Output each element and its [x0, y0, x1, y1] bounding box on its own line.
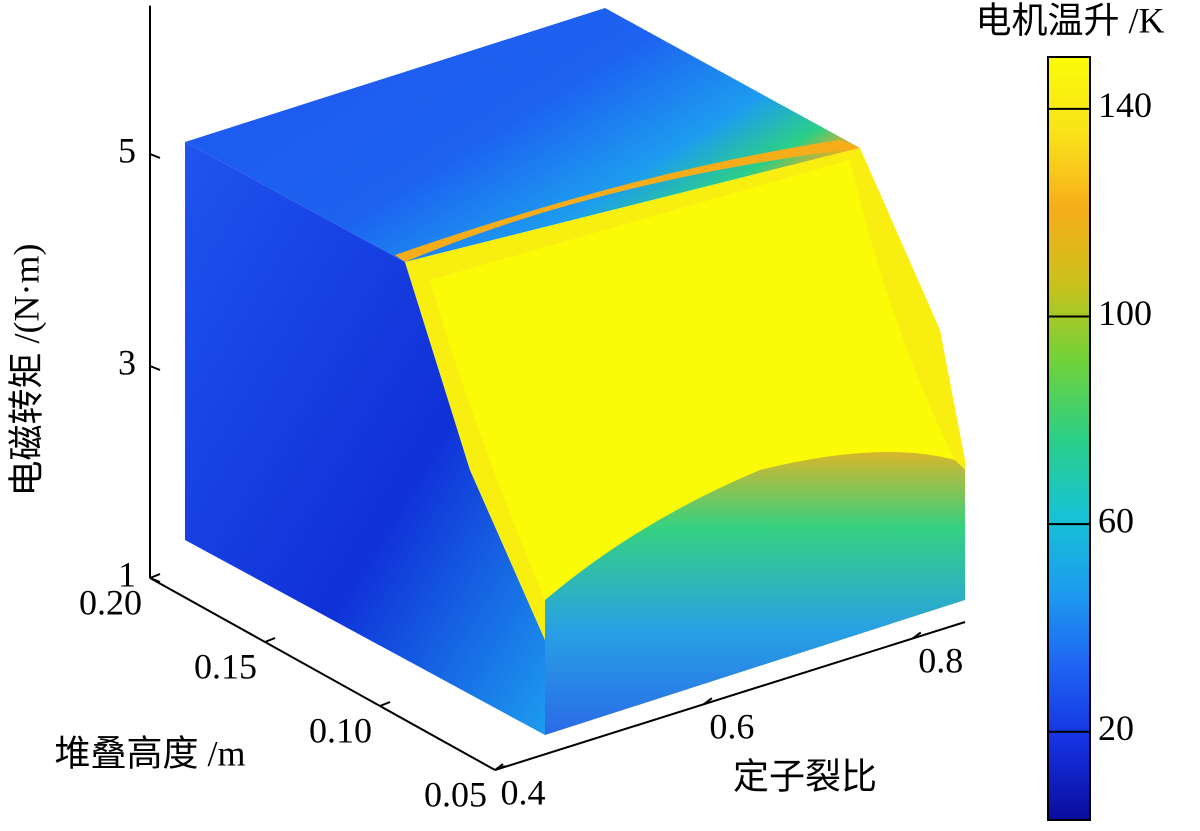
volume — [185, 8, 965, 735]
colorbar-tick-label: 140 — [1098, 85, 1152, 125]
axes: 0.4 0.6 0.8 0.05 0.10 0.15 0.201 3 5 — [79, 5, 966, 814]
y-tick — [149, 573, 161, 579]
left-face — [185, 142, 545, 735]
y-tick — [494, 765, 506, 771]
z-axis-label: 电磁转矩 /(N·m) — [6, 244, 46, 497]
y-tick-label: 0.20 — [79, 582, 142, 622]
x-tick-label: 0.8 — [918, 641, 963, 681]
x-axis-label: 定子裂比 — [733, 756, 877, 796]
y-tick-label: 0.10 — [309, 710, 372, 750]
z-tick — [149, 365, 161, 371]
x-tick-label: 0.6 — [709, 706, 754, 746]
x-tick-label: 0.4 — [501, 772, 546, 812]
colorbar — [1047, 56, 1091, 821]
colorbar-tick-label: 20 — [1098, 708, 1134, 748]
right-face-core — [430, 160, 955, 600]
y-tick — [264, 637, 276, 643]
colorbar-tick-label: 60 — [1098, 500, 1134, 540]
right-face-rim — [545, 438, 965, 735]
y-axis-label: 堆叠高度 /m — [54, 733, 245, 773]
x-tick — [703, 697, 713, 706]
colorbar-label: 电机温升 /K — [975, 0, 1164, 40]
top-rim — [395, 140, 860, 262]
y-tick — [379, 701, 391, 707]
y-axis-line — [149, 577, 496, 771]
z-tick — [149, 153, 161, 159]
y-tick-label: 0.05 — [424, 774, 487, 814]
x-tick — [912, 631, 922, 640]
z-tick-label: 5 — [118, 130, 136, 170]
z-tick-label: 1 — [118, 554, 136, 594]
x-axis-line — [494, 621, 966, 771]
y-tick-label: 0.15 — [194, 646, 257, 686]
z-tick-label: 3 — [118, 342, 136, 382]
colorbar-tick-label: 100 — [1098, 293, 1152, 333]
top-face — [185, 8, 860, 262]
z-tick — [149, 577, 161, 583]
